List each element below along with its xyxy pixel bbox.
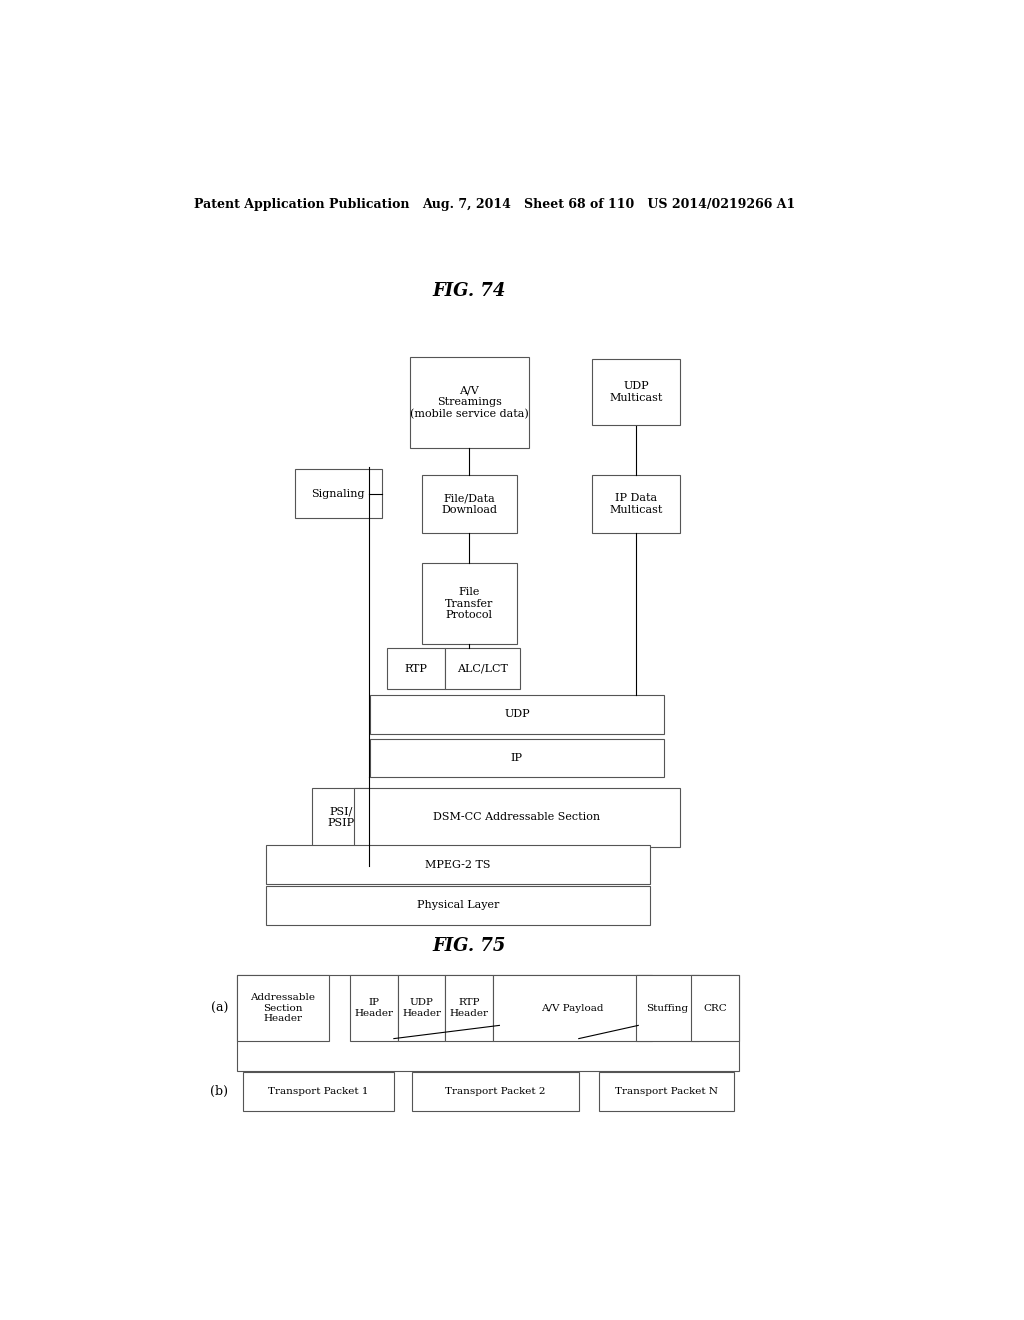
FancyBboxPatch shape [691, 975, 739, 1041]
FancyBboxPatch shape [422, 474, 517, 533]
FancyBboxPatch shape [599, 1072, 733, 1110]
Text: Addressable
Section
Header: Addressable Section Header [250, 993, 315, 1023]
Text: (a): (a) [211, 1002, 228, 1015]
Text: A/V
Streamings
(mobile service data): A/V Streamings (mobile service data) [410, 385, 528, 420]
Text: UDP
Multicast: UDP Multicast [609, 381, 663, 403]
FancyBboxPatch shape [636, 975, 699, 1041]
Text: DSM-CC Addressable Section: DSM-CC Addressable Section [433, 812, 600, 822]
FancyBboxPatch shape [243, 1072, 394, 1110]
FancyBboxPatch shape [295, 470, 382, 519]
FancyBboxPatch shape [312, 788, 370, 846]
Text: PSI/
PSIP: PSI/ PSIP [327, 807, 354, 828]
Text: UDP
Header: UDP Header [402, 998, 441, 1018]
Text: Transport Packet 1: Transport Packet 1 [268, 1086, 369, 1096]
Text: IP: IP [511, 754, 523, 763]
FancyBboxPatch shape [266, 886, 650, 925]
FancyBboxPatch shape [237, 975, 329, 1041]
Text: (b): (b) [210, 1085, 228, 1098]
Text: Transport Packet 2: Transport Packet 2 [445, 1086, 546, 1096]
FancyBboxPatch shape [592, 474, 680, 533]
Text: Signaling: Signaling [311, 488, 365, 499]
Text: FIG. 74: FIG. 74 [432, 281, 506, 300]
Text: RTP: RTP [404, 664, 427, 673]
Text: Stuffing: Stuffing [646, 1003, 689, 1012]
FancyBboxPatch shape [266, 846, 650, 884]
FancyBboxPatch shape [370, 696, 664, 734]
FancyBboxPatch shape [410, 356, 528, 447]
Text: A/V Payload: A/V Payload [541, 1003, 604, 1012]
Text: Aug. 7, 2014   Sheet 68 of 110   US 2014/0219266 A1: Aug. 7, 2014 Sheet 68 of 110 US 2014/021… [422, 198, 795, 211]
Text: MPEG-2 TS: MPEG-2 TS [425, 859, 490, 870]
Text: Physical Layer: Physical Layer [417, 900, 500, 911]
FancyBboxPatch shape [412, 1072, 579, 1110]
Text: File
Transfer
Protocol: File Transfer Protocol [445, 587, 494, 620]
FancyBboxPatch shape [354, 788, 680, 846]
FancyBboxPatch shape [592, 359, 680, 425]
FancyBboxPatch shape [387, 648, 445, 689]
Text: File/Data
Download: File/Data Download [441, 494, 498, 515]
Text: ALC/LCT: ALC/LCT [458, 664, 508, 673]
FancyBboxPatch shape [422, 562, 517, 644]
FancyBboxPatch shape [397, 975, 445, 1041]
FancyBboxPatch shape [370, 739, 664, 777]
Text: FIG. 75: FIG. 75 [432, 937, 506, 956]
FancyBboxPatch shape [350, 975, 397, 1041]
Text: RTP
Header: RTP Header [450, 998, 488, 1018]
Text: UDP: UDP [504, 709, 529, 719]
Text: IP
Header: IP Header [354, 998, 393, 1018]
FancyBboxPatch shape [237, 975, 739, 1071]
FancyBboxPatch shape [445, 975, 494, 1041]
FancyBboxPatch shape [494, 975, 652, 1041]
Text: CRC: CRC [703, 1003, 727, 1012]
Text: Transport Packet N: Transport Packet N [614, 1086, 718, 1096]
Text: IP Data
Multicast: IP Data Multicast [609, 494, 663, 515]
FancyBboxPatch shape [445, 648, 520, 689]
Text: Patent Application Publication: Patent Application Publication [194, 198, 410, 211]
